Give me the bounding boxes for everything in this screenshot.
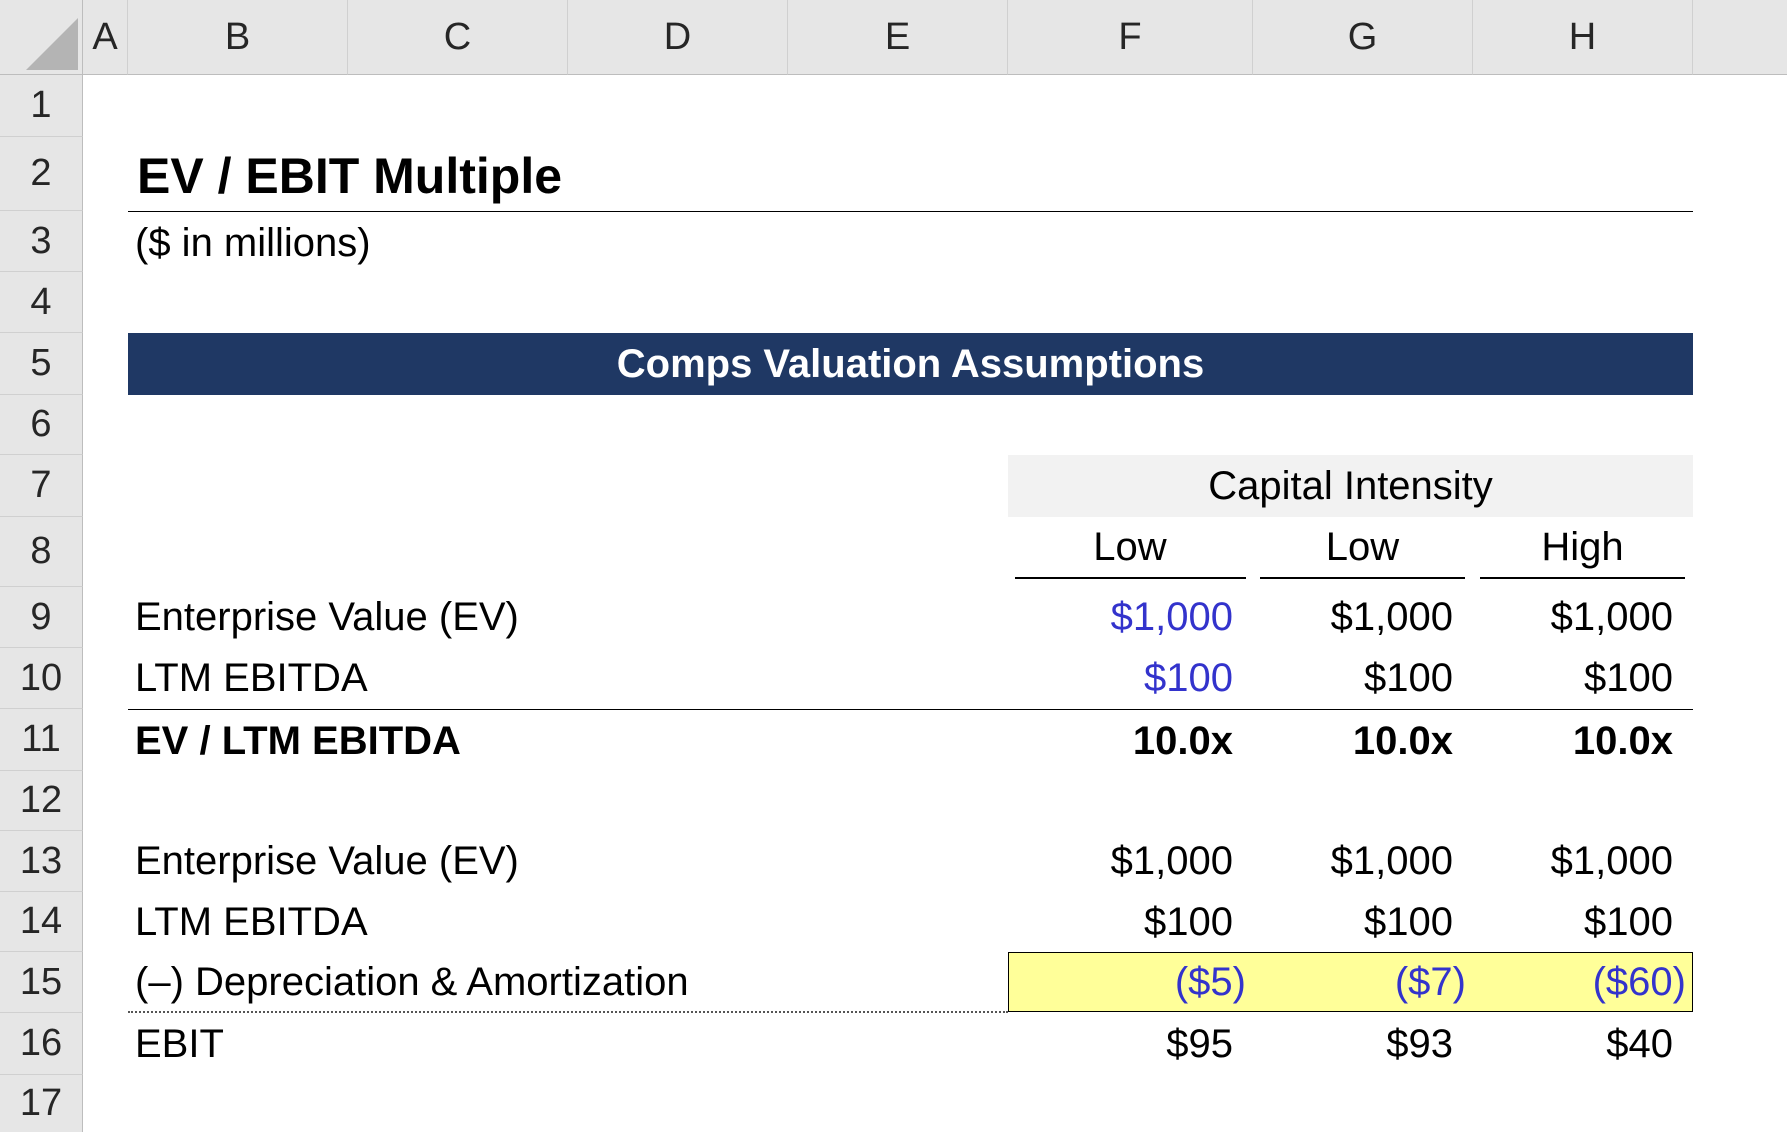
row-header-9[interactable]: 9 [0,587,83,648]
row-header-5[interactable]: 5 [0,333,83,395]
column-header-next[interactable] [1693,0,1787,75]
ebitda2-value-g[interactable]: $100 [1364,899,1453,944]
row-header-13[interactable]: 13 [0,831,83,892]
capital-intensity-header: Capital Intensity [1008,455,1693,517]
select-all-corner[interactable] [0,0,83,75]
row-header-16[interactable]: 16 [0,1013,83,1075]
da-value-g[interactable]: ($7) [1394,959,1466,1004]
ev-value-g[interactable]: $1,000 [1330,595,1453,639]
row-header-4[interactable]: 4 [0,272,83,333]
da-label: (–) Depreciation & Amortization [135,959,689,1004]
da-dotted-underline [128,1011,1008,1013]
scenario-header-g: Low [1325,524,1400,569]
row-header-15[interactable]: 15 [0,952,83,1013]
row-header-3[interactable]: 3 [0,211,83,272]
ebitda-value-g[interactable]: $100 [1364,656,1453,700]
select-all-triangle-icon [26,18,78,70]
section-banner-label: Comps Valuation Assumptions [616,341,1205,386]
scenario-underline-g [1260,577,1465,579]
page-title: EV / EBIT Multiple [137,148,563,204]
ev2-value-h[interactable]: $1,000 [1550,839,1673,883]
column-header-a[interactable]: A [83,0,128,75]
multiple-value-h[interactable]: 10.0x [1572,718,1673,763]
column-header-g[interactable]: G [1253,0,1473,75]
ebit-label: EBIT [135,1021,224,1066]
scenario-header-h: High [1541,524,1624,569]
ev2-value-g[interactable]: $1,000 [1330,839,1453,883]
row-header-2[interactable]: 2 [0,137,83,211]
units-subtitle: ($ in millions) [135,220,371,265]
row-header-6[interactable]: 6 [0,395,83,455]
column-header-h[interactable]: H [1473,0,1693,75]
title-underline [128,211,1693,212]
scenario-underline-f [1015,577,1246,579]
ebitda2-label: LTM EBITDA [135,899,368,944]
scenario-header-f: Low [1093,524,1167,569]
row-header-14[interactable]: 14 [0,892,83,952]
column-header-e[interactable]: E [788,0,1008,75]
row-header-10[interactable]: 10 [0,648,83,709]
ev-value-h[interactable]: $1,000 [1550,595,1673,639]
ev2-value-f[interactable]: $1,000 [1110,839,1233,883]
column-header-b[interactable]: B [128,0,348,75]
ev2-label: Enterprise Value (EV) [135,839,519,883]
multiple-label: EV / LTM EBITDA [135,718,461,763]
row-header-8[interactable]: 8 [0,517,83,587]
da-highlight-range [1008,952,1693,1012]
da-value-f[interactable]: ($5) [1174,959,1246,1004]
capital-intensity-label: Capital Intensity [1208,463,1493,508]
ebitda2-value-h[interactable]: $100 [1584,899,1673,944]
row-header-1[interactable]: 1 [0,75,83,137]
column-header-d[interactable]: D [568,0,788,75]
multiple-divider [128,709,1693,710]
section-banner: Comps Valuation Assumptions [128,333,1693,395]
ebitda-value-h[interactable]: $100 [1584,656,1673,700]
row-header-11[interactable]: 11 [0,709,83,771]
ev-value-f[interactable]: $1,000 [1110,595,1233,639]
ev-label: Enterprise Value (EV) [135,595,519,639]
column-header-f[interactable]: F [1008,0,1253,75]
ebitda2-value-f[interactable]: $100 [1144,899,1233,944]
row-header-17[interactable]: 17 [0,1075,83,1132]
ebit-value-f[interactable]: $95 [1166,1021,1233,1066]
row-header-7[interactable]: 7 [0,455,83,517]
multiple-value-g[interactable]: 10.0x [1352,718,1453,763]
ebit-value-g[interactable]: $93 [1386,1021,1453,1066]
row-header-12[interactable]: 12 [0,771,83,831]
column-header-c[interactable]: C [348,0,568,75]
multiple-value-f[interactable]: 10.0x [1132,718,1233,763]
ebitda-label: LTM EBITDA [135,656,368,700]
ebitda-value-f[interactable]: $100 [1144,656,1233,700]
da-value-h[interactable]: ($60) [1592,959,1686,1004]
scenario-underline-h [1480,577,1685,579]
ebit-value-h[interactable]: $40 [1606,1021,1673,1066]
